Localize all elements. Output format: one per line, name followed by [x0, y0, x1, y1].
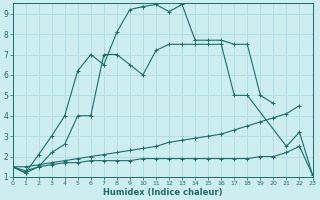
X-axis label: Humidex (Indice chaleur): Humidex (Indice chaleur) [103, 188, 222, 197]
